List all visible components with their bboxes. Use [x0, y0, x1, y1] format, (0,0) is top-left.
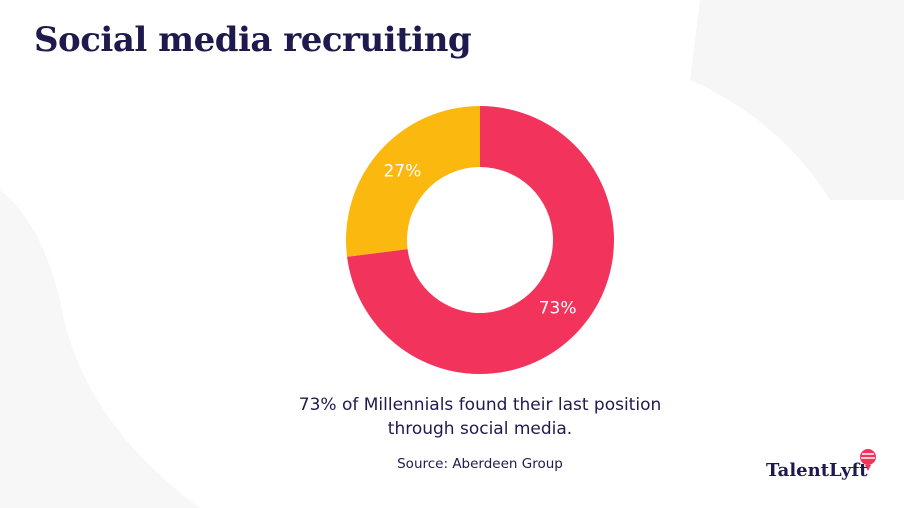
donut: 73% 27%	[346, 106, 615, 374]
bg-shape	[690, 0, 904, 200]
slice	[347, 106, 615, 374]
logo-icon	[860, 449, 876, 471]
brand: TalentLyft	[766, 460, 868, 481]
bg-shape	[0, 190, 200, 508]
title: Social media recruiting	[34, 20, 472, 60]
caption: 73% of Millennials found their last posi…	[298, 395, 662, 439]
slice	[346, 106, 480, 257]
value-label: 73%	[539, 298, 577, 318]
source: Source: Aberdeen Group	[397, 456, 563, 472]
value-label: 27%	[383, 162, 421, 182]
